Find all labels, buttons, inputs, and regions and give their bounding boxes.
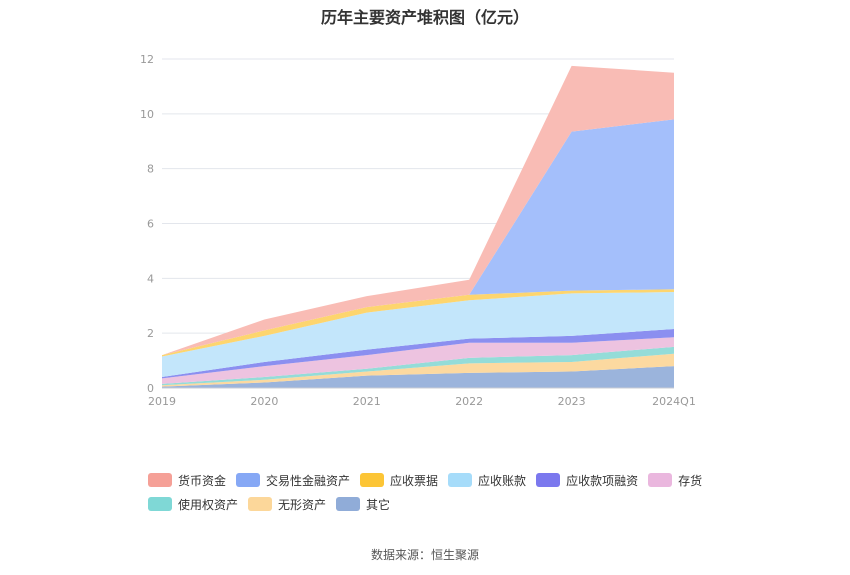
x-tick-label: 2021 <box>353 395 381 408</box>
legend-item[interactable]: 应收账款 <box>448 472 526 488</box>
legend-swatch <box>236 473 261 487</box>
x-tick-label: 2020 <box>250 395 278 408</box>
legend-label: 无形资产 <box>278 497 327 512</box>
legend-swatch <box>148 473 172 487</box>
legend-label: 货币资金 <box>178 473 227 488</box>
chart-title: 历年主要资产堆积图（亿元） <box>320 8 529 27</box>
y-tick-label: 10 <box>140 108 154 121</box>
area-series-7 <box>162 119 674 356</box>
y-tick-label: 6 <box>147 218 154 231</box>
legend-label: 使用权资产 <box>178 497 239 512</box>
legend-swatch <box>148 497 172 511</box>
y-tick-label: 12 <box>140 53 154 66</box>
legend-swatch <box>248 497 273 511</box>
legend-swatch <box>648 473 673 487</box>
legend-item[interactable]: 交易性金融资产 <box>236 472 350 488</box>
x-tick-label: 2022 <box>455 395 483 408</box>
legend-label: 应收票据 <box>390 473 439 488</box>
legend-label: 应收款项融资 <box>566 473 639 488</box>
stacked-area-chart: 0 2 4 6 8 10 12 2019 2020 2021 2022 2023 2024Q1 <box>140 53 696 408</box>
area-series-5 <box>162 292 674 378</box>
y-tick-label: 4 <box>147 272 154 285</box>
legend-label: 其它 <box>366 497 391 512</box>
legend-item[interactable]: 使用权资产 <box>148 496 238 512</box>
legend-item[interactable]: 应收款项融资 <box>536 472 638 488</box>
legend: 货币资金 交易性金融资产 应收票据 应收账款 应收款项融资 存货使用权资产 无形资产 其它 <box>148 472 738 520</box>
area-series-8 <box>162 65 674 356</box>
y-tick-label: 0 <box>147 382 154 395</box>
legend-label: 应收账款 <box>478 473 527 488</box>
legend-item[interactable]: 货币资金 <box>148 472 226 488</box>
x-tick-label: 2024Q1 <box>652 395 696 408</box>
legend-item[interactable]: 无形资产 <box>248 496 326 512</box>
area-series-6 <box>162 289 674 357</box>
legend-swatch <box>536 473 561 487</box>
legend-swatch <box>448 473 473 487</box>
area-series-3 <box>162 337 674 384</box>
y-tick-label: 8 <box>147 163 154 176</box>
legend-label: 交易性金融资产 <box>266 473 351 488</box>
source-note: 数据来源：恒生聚源 <box>370 548 479 562</box>
area-series-0 <box>162 366 674 388</box>
legend-item[interactable]: 应收票据 <box>360 472 438 488</box>
x-tick-label: 2023 <box>558 395 586 408</box>
area-series <box>162 65 674 388</box>
area-series-4 <box>162 329 674 379</box>
legend-item[interactable]: 其它 <box>336 496 390 512</box>
legend-label: 存货 <box>678 473 703 488</box>
area-series-2 <box>162 346 674 386</box>
area-series-1 <box>162 353 674 387</box>
y-tick-label: 2 <box>147 327 154 340</box>
x-tick-label: 2019 <box>148 395 176 408</box>
legend-swatch <box>360 473 385 487</box>
axes: 0 2 4 6 8 10 12 2019 2020 2021 2022 2023 2024Q1 <box>140 53 696 408</box>
legend-item[interactable]: 存货 <box>648 472 702 488</box>
legend-swatch <box>336 497 361 511</box>
